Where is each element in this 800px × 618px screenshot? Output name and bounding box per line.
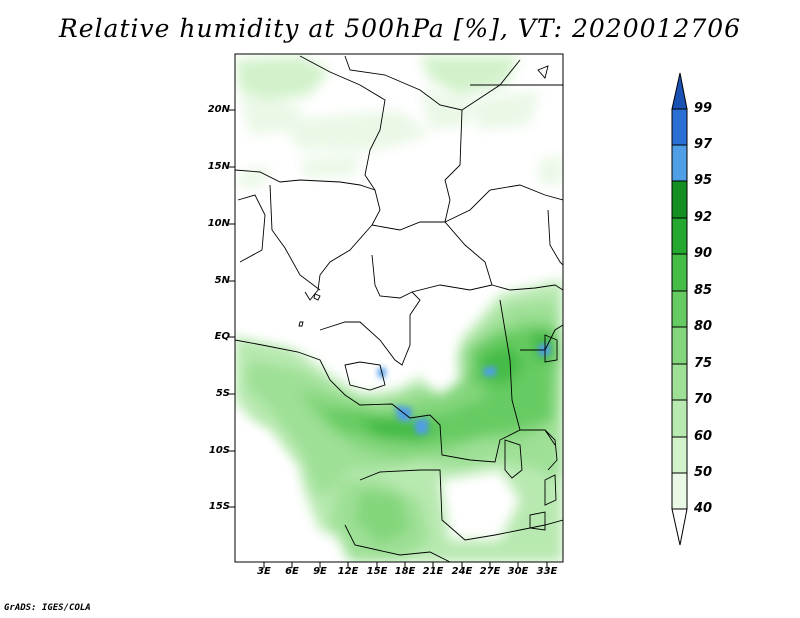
lon-label-21e: 21E xyxy=(422,566,444,577)
colorbar-label-95: 95 xyxy=(694,173,713,188)
colorbar-label-92: 92 xyxy=(694,210,713,225)
axis-ticks xyxy=(229,109,548,568)
map-plot-area xyxy=(229,53,564,568)
colorbar-segment-below-40 xyxy=(671,508,688,546)
colorbar-segment-75-80 xyxy=(671,326,688,365)
lon-label-18e: 18E xyxy=(394,566,416,577)
colorbar-segment-97-99 xyxy=(671,108,688,146)
lat-label-10s: 10S xyxy=(208,445,230,456)
colorbar-label-80: 80 xyxy=(694,319,713,334)
lat-label-15n: 15N xyxy=(207,161,230,172)
lat-label-10n: 10N xyxy=(207,218,230,229)
colorbar-label-75: 75 xyxy=(694,356,713,371)
colorbar-segment-90-92 xyxy=(671,217,688,255)
lon-label-3e: 3E xyxy=(257,566,271,577)
colorbar xyxy=(671,72,688,546)
colorbar-label-85: 85 xyxy=(694,283,713,298)
lat-label-5n: 5N xyxy=(214,275,230,286)
colorbar-label-99: 99 xyxy=(694,101,713,116)
colorbar-label-70: 70 xyxy=(694,392,713,407)
lat-label-5s: 5S xyxy=(215,388,230,399)
colorbar-segment-80-85 xyxy=(671,290,688,328)
colorbar-segment-70-75 xyxy=(671,363,688,401)
colorbar-segment-above-99 xyxy=(671,72,688,110)
map-title: Relative humidity at 500hPa [%], VT: 202… xyxy=(58,14,742,43)
colorbar-segment-60-70 xyxy=(671,399,688,438)
lat-label-eq: EQ xyxy=(214,331,230,342)
lat-label-20n: 20N xyxy=(207,104,230,115)
country-borders xyxy=(235,55,563,562)
colorbar-segment-50-60 xyxy=(671,436,688,474)
lon-label-15e: 15E xyxy=(366,566,388,577)
map-frame xyxy=(234,53,564,563)
lon-label-27e: 27E xyxy=(479,566,501,577)
lon-label-24e: 24E xyxy=(451,566,473,577)
lon-label-9e: 9E xyxy=(313,566,327,577)
software-credit: GrADS: IGES/COLA xyxy=(4,603,91,613)
lon-label-6e: 6E xyxy=(285,566,299,577)
colorbar-label-60: 60 xyxy=(694,429,713,444)
colorbar-label-90: 90 xyxy=(694,246,713,261)
lon-label-12e: 12E xyxy=(337,566,359,577)
lon-label-33e: 33E xyxy=(536,566,558,577)
colorbar-label-97: 97 xyxy=(694,137,713,152)
colorbar-segment-92-95 xyxy=(671,180,688,219)
humidity-field xyxy=(235,56,563,562)
colorbar-segment-95-97 xyxy=(671,144,688,182)
colorbar-segment-85-90 xyxy=(671,253,688,292)
lat-label-15s: 15S xyxy=(208,501,230,512)
colorbar-label-40: 40 xyxy=(694,501,713,516)
colorbar-label-50: 50 xyxy=(694,465,713,480)
lon-label-30e: 30E xyxy=(507,566,529,577)
colorbar-segment-40-50 xyxy=(671,472,688,510)
